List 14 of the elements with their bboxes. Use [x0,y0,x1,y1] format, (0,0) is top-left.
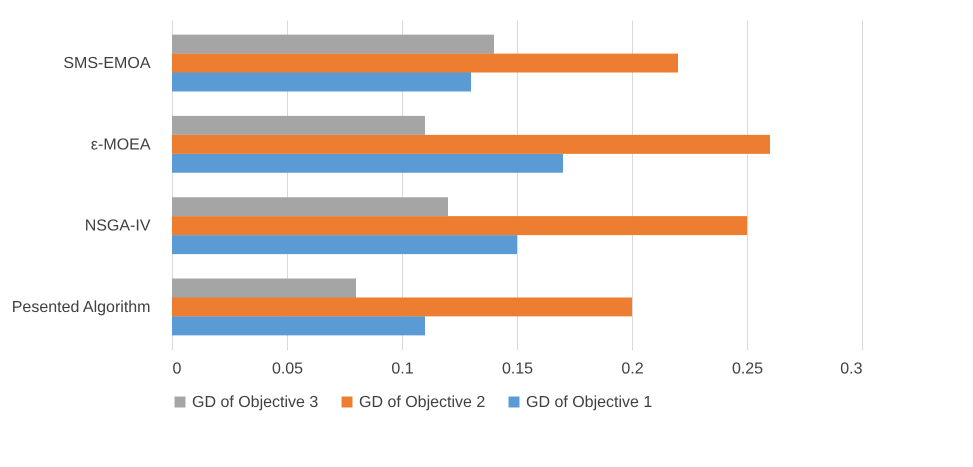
x-tick-label: 0.1 [391,360,414,378]
x-tick-label: 0 [172,360,182,378]
x-tick-label: 0.05 [272,360,304,378]
y-tick-label: Pesented Algorithm [12,298,150,316]
legend-label: GD of Objective 1 [526,394,652,411]
x-tick-label: 0.2 [621,360,644,378]
legend-label: GD of Objective 2 [359,394,486,411]
x-tick-label: 0.15 [502,360,534,378]
y-tick-label: NSGA-IV [84,218,151,235]
x-tick-label: 0.3 [840,360,863,378]
y-tick-label: SMS-EMOA [63,55,151,72]
x-tick-label: 0.25 [732,360,764,378]
legend-label: GD of Objective 3 [192,394,318,411]
y-tick-label: ε-MOEA [90,136,151,154]
